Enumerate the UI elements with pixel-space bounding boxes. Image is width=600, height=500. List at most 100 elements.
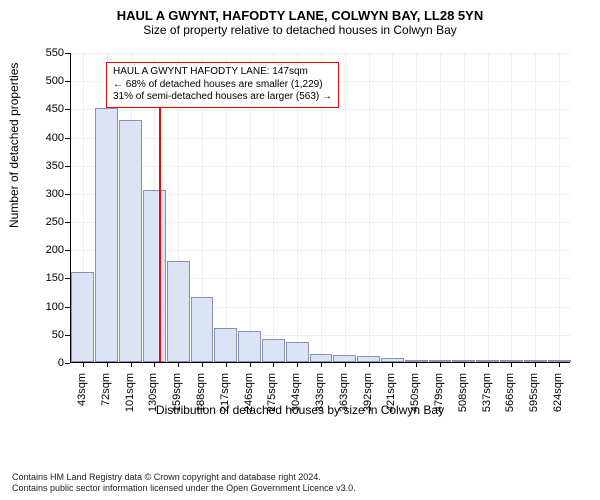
x-tick-label: 595sqm <box>528 373 540 423</box>
x-tick <box>250 362 251 367</box>
x-tick-label: 246sqm <box>243 373 255 423</box>
x-tick <box>559 362 560 367</box>
x-tick-label: 72sqm <box>100 373 112 423</box>
x-tick <box>511 362 512 367</box>
y-tick-label: 50 <box>20 329 64 341</box>
x-tick-label: 188sqm <box>195 373 207 423</box>
x-tick-label: 333sqm <box>314 373 326 423</box>
grid-line-v <box>440 53 441 362</box>
histogram-bar <box>143 190 166 362</box>
x-tick-label: 275sqm <box>266 373 278 423</box>
y-tick <box>65 138 70 139</box>
x-tick-label: 421sqm <box>385 373 397 423</box>
x-tick-label: 392sqm <box>362 373 374 423</box>
attribution-footer: Contains HM Land Registry data © Crown c… <box>12 472 356 494</box>
x-tick <box>464 362 465 367</box>
histogram-bar <box>191 297 214 362</box>
x-tick <box>297 362 298 367</box>
x-tick <box>369 362 370 367</box>
y-tick-label: 100 <box>20 301 64 313</box>
x-tick-label: 450sqm <box>409 373 421 423</box>
x-tick <box>131 362 132 367</box>
y-tick-label: 150 <box>20 272 64 284</box>
x-tick-label: 537sqm <box>481 373 493 423</box>
y-tick-label: 550 <box>20 47 64 59</box>
x-tick <box>345 362 346 367</box>
chart-title: HAUL A GWYNT, HAFODTY LANE, COLWYN BAY, … <box>10 8 590 23</box>
x-tick <box>392 362 393 367</box>
plot-area: HAUL A GWYNT HAFODTY LANE: 147sqm← 68% o… <box>70 53 570 363</box>
x-tick <box>154 362 155 367</box>
y-tick-label: 400 <box>20 132 64 144</box>
x-tick-label: 43sqm <box>76 373 88 423</box>
y-axis-label: Number of detached properties <box>7 63 21 228</box>
x-tick-label: 363sqm <box>338 373 350 423</box>
y-tick-label: 350 <box>20 160 64 172</box>
x-tick-label: 101sqm <box>124 373 136 423</box>
chart-subtitle: Size of property relative to detached ho… <box>10 23 590 37</box>
y-tick-label: 300 <box>20 188 64 200</box>
annotation-line: ← 68% of detached houses are smaller (1,… <box>113 79 332 92</box>
grid-line-v <box>535 53 536 362</box>
x-tick <box>321 362 322 367</box>
histogram-bar <box>167 261 190 362</box>
histogram-bar <box>71 272 94 362</box>
grid-line-v <box>416 53 417 362</box>
x-tick <box>488 362 489 367</box>
x-tick <box>416 362 417 367</box>
y-tick <box>65 53 70 54</box>
x-tick <box>535 362 536 367</box>
grid-line-v <box>369 53 370 362</box>
grid-line-v <box>464 53 465 362</box>
grid-line-v <box>559 53 560 362</box>
y-tick <box>65 307 70 308</box>
histogram-bar <box>262 339 285 362</box>
y-tick <box>65 81 70 82</box>
y-tick <box>65 278 70 279</box>
histogram-bar <box>286 342 309 362</box>
y-tick-label: 0 <box>20 357 64 369</box>
reference-line <box>159 89 161 362</box>
y-tick <box>65 194 70 195</box>
x-tick <box>226 362 227 367</box>
x-tick <box>202 362 203 367</box>
grid-line-v <box>511 53 512 362</box>
y-tick <box>65 335 70 336</box>
y-tick <box>65 109 70 110</box>
x-tick <box>440 362 441 367</box>
histogram-bar <box>95 108 118 362</box>
histogram-bar <box>119 120 142 362</box>
x-tick-label: 159sqm <box>171 373 183 423</box>
histogram-bar <box>310 354 333 362</box>
footer-line: Contains HM Land Registry data © Crown c… <box>12 472 356 483</box>
annotation-line: 31% of semi-detached houses are larger (… <box>113 91 332 104</box>
y-tick-label: 500 <box>20 75 64 87</box>
x-tick-label: 130sqm <box>147 373 159 423</box>
x-tick <box>273 362 274 367</box>
y-tick-label: 250 <box>20 216 64 228</box>
y-tick <box>65 222 70 223</box>
grid-line-v <box>392 53 393 362</box>
x-tick <box>107 362 108 367</box>
y-tick <box>65 363 70 364</box>
grid-line-v <box>488 53 489 362</box>
histogram-bar <box>214 328 237 362</box>
x-tick-label: 508sqm <box>457 373 469 423</box>
y-tick-label: 200 <box>20 244 64 256</box>
x-tick <box>83 362 84 367</box>
histogram-bar <box>238 331 261 362</box>
y-tick <box>65 166 70 167</box>
y-tick-label: 450 <box>20 103 64 115</box>
x-tick-label: 479sqm <box>433 373 445 423</box>
chart-area: Number of detached properties HAUL A GWY… <box>20 43 580 413</box>
x-tick-label: 304sqm <box>290 373 302 423</box>
y-tick <box>65 250 70 251</box>
annotation-box: HAUL A GWYNT HAFODTY LANE: 147sqm← 68% o… <box>106 62 339 108</box>
x-tick-label: 217sqm <box>219 373 231 423</box>
histogram-bar <box>333 355 356 362</box>
x-tick <box>178 362 179 367</box>
annotation-line: HAUL A GWYNT HAFODTY LANE: 147sqm <box>113 66 332 79</box>
x-tick-label: 624sqm <box>552 373 564 423</box>
footer-line: Contains public sector information licen… <box>12 483 356 494</box>
grid-line-v <box>345 53 346 362</box>
